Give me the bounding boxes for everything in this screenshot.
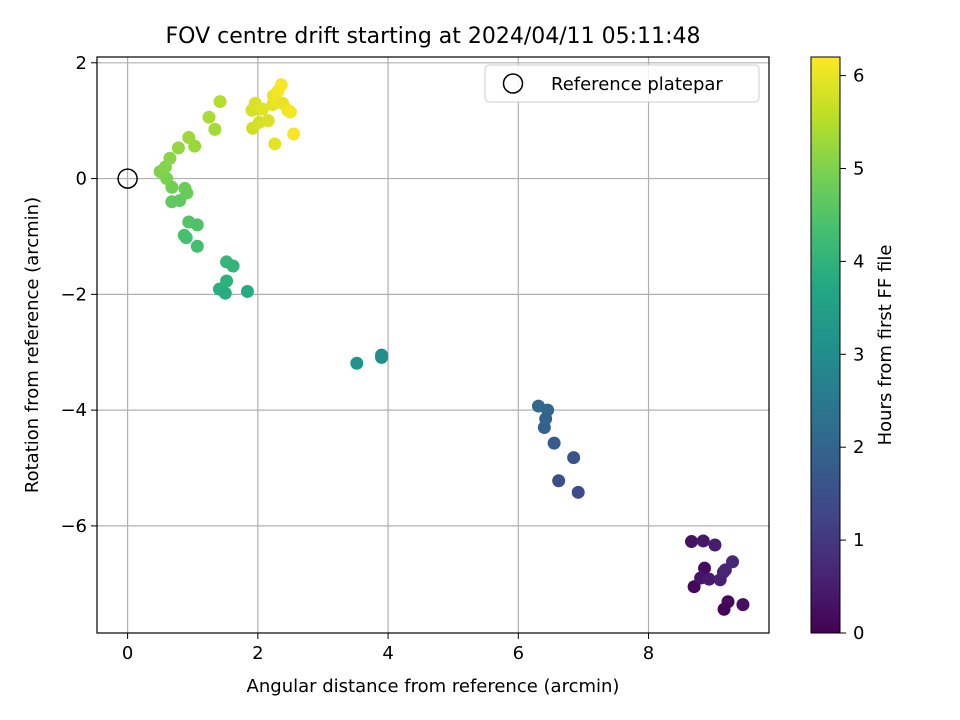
reference-platepar-marker <box>117 168 138 189</box>
colorbar-label: Hours from first FF file <box>875 245 896 446</box>
data-point <box>726 555 740 569</box>
data-point <box>685 535 699 549</box>
x-tick-label: 6 <box>513 643 524 664</box>
data-point <box>202 110 216 124</box>
colorbar-gradient <box>810 56 841 634</box>
y-tick-label: −4 <box>60 400 87 421</box>
legend-entry-reference: Reference platepar <box>551 74 723 95</box>
data-point <box>188 139 202 153</box>
chart-title: FOV centre drift starting at 2024/04/11 … <box>166 24 701 49</box>
data-point <box>375 350 389 364</box>
data-point <box>171 141 185 155</box>
data-point <box>163 151 177 165</box>
data-point <box>179 231 193 245</box>
x-tick-label: 8 <box>643 643 654 664</box>
x-tick-label: 0 <box>122 643 133 664</box>
y-tick-label: 0 <box>76 169 87 190</box>
data-point <box>218 286 232 300</box>
data-point <box>736 598 750 612</box>
data-point <box>552 474 566 488</box>
x-tick-label: 2 <box>252 643 263 664</box>
colorbar-tick-label: 3 <box>853 344 864 365</box>
data-point <box>240 284 254 298</box>
data-point <box>547 436 561 450</box>
grid-lines <box>97 57 769 633</box>
plot-frame <box>96 56 770 634</box>
colorbar: 0 1 2 3 4 5 6 Hours from first FF file <box>810 56 896 644</box>
colorbar-tick-label: 1 <box>853 530 864 551</box>
colorbar-tick-label: 2 <box>853 437 864 458</box>
data-point <box>696 534 710 548</box>
colorbar-tick-label: 0 <box>853 623 864 644</box>
y-axis: 2 0 −2 −4 −6 <box>60 53 97 537</box>
data-point <box>208 122 222 136</box>
data-point <box>268 137 282 151</box>
data-point <box>226 259 240 273</box>
data-point <box>537 420 551 434</box>
data-point <box>567 451 581 465</box>
x-axis: 0 2 4 6 8 <box>122 633 654 664</box>
y-tick-label: 2 <box>76 53 87 74</box>
data-point <box>190 218 204 232</box>
x-tick-label: 4 <box>382 643 393 664</box>
colorbar-tick-label: 6 <box>853 66 864 87</box>
data-point <box>180 186 194 200</box>
data-point <box>213 95 227 109</box>
legend-reference-marker <box>502 73 524 94</box>
data-point <box>350 356 364 370</box>
legend: Reference platepar <box>484 64 760 103</box>
data-points <box>117 78 750 616</box>
data-point <box>717 602 731 616</box>
data-point <box>190 239 204 253</box>
colorbar-tick-label: 4 <box>853 251 864 272</box>
colorbar-tick-label: 5 <box>853 158 864 179</box>
legend-box <box>484 64 760 103</box>
data-point <box>255 102 269 116</box>
data-point <box>287 127 301 141</box>
y-tick-label: −6 <box>60 516 87 537</box>
data-point <box>708 538 722 552</box>
x-axis-label: Angular distance from reference (arcmin) <box>247 676 620 697</box>
data-point <box>571 485 585 499</box>
data-point <box>261 114 275 128</box>
data-point <box>702 572 716 586</box>
y-axis-label: Rotation from reference (arcmin) <box>22 197 43 493</box>
data-point <box>274 78 288 92</box>
data-point <box>698 561 712 575</box>
data-point <box>220 274 234 288</box>
y-tick-label: −2 <box>60 284 87 305</box>
data-point <box>283 105 297 119</box>
